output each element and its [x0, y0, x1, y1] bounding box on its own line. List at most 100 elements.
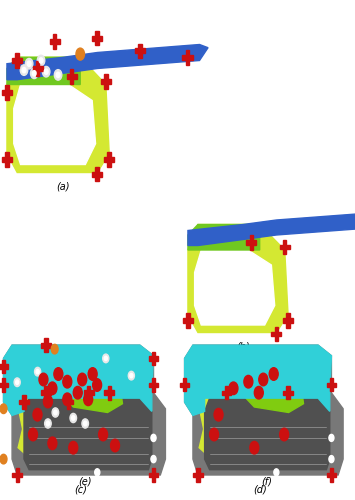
- Circle shape: [15, 129, 27, 146]
- Bar: [53, 34, 56, 48]
- Bar: [330, 378, 333, 392]
- Bar: [12, 58, 22, 63]
- Bar: [67, 74, 77, 79]
- Circle shape: [52, 408, 59, 417]
- Circle shape: [110, 439, 120, 452]
- Bar: [104, 157, 114, 162]
- Bar: [101, 79, 111, 84]
- Text: (c): (c): [74, 484, 87, 494]
- Circle shape: [214, 408, 223, 421]
- Circle shape: [128, 372, 135, 380]
- Circle shape: [20, 65, 28, 76]
- Circle shape: [78, 373, 87, 386]
- Circle shape: [229, 382, 238, 394]
- Circle shape: [72, 416, 75, 420]
- Bar: [84, 390, 93, 395]
- Circle shape: [51, 344, 58, 354]
- Bar: [104, 390, 114, 395]
- Bar: [92, 36, 102, 41]
- Circle shape: [280, 428, 289, 441]
- Circle shape: [54, 410, 57, 415]
- Polygon shape: [185, 345, 332, 416]
- Bar: [44, 338, 48, 352]
- Circle shape: [39, 373, 48, 386]
- Circle shape: [33, 408, 42, 421]
- Bar: [15, 54, 19, 68]
- Bar: [0, 364, 8, 368]
- Bar: [283, 318, 293, 323]
- Circle shape: [34, 368, 41, 376]
- Circle shape: [42, 66, 50, 77]
- Bar: [42, 343, 51, 347]
- Circle shape: [69, 442, 78, 454]
- Bar: [149, 356, 158, 361]
- Polygon shape: [244, 360, 304, 412]
- Bar: [152, 468, 155, 481]
- Bar: [149, 472, 158, 478]
- Circle shape: [88, 368, 97, 380]
- Circle shape: [0, 404, 7, 413]
- Circle shape: [259, 373, 268, 386]
- Circle shape: [54, 368, 63, 380]
- Circle shape: [84, 393, 93, 406]
- Circle shape: [56, 72, 60, 78]
- Bar: [327, 472, 336, 478]
- Text: (e): (e): [78, 476, 92, 486]
- Bar: [95, 167, 99, 182]
- Circle shape: [45, 419, 51, 428]
- Bar: [271, 332, 282, 336]
- Bar: [275, 327, 278, 341]
- Circle shape: [151, 434, 156, 442]
- Circle shape: [0, 454, 7, 464]
- Bar: [327, 382, 336, 387]
- Polygon shape: [4, 345, 153, 416]
- Polygon shape: [188, 224, 288, 332]
- Bar: [50, 39, 60, 44]
- Circle shape: [48, 437, 57, 450]
- Circle shape: [36, 370, 39, 374]
- Circle shape: [269, 368, 278, 380]
- Bar: [196, 468, 200, 481]
- Circle shape: [22, 68, 26, 72]
- Circle shape: [212, 280, 218, 288]
- Bar: [330, 468, 333, 481]
- Bar: [286, 314, 290, 328]
- Circle shape: [63, 393, 72, 406]
- Polygon shape: [185, 345, 343, 475]
- Bar: [5, 152, 9, 167]
- Bar: [246, 240, 256, 245]
- Circle shape: [63, 376, 72, 388]
- Circle shape: [196, 292, 207, 308]
- Bar: [2, 90, 12, 95]
- Bar: [5, 86, 9, 100]
- Bar: [186, 314, 190, 328]
- Bar: [44, 386, 48, 400]
- Text: (d): (d): [253, 484, 267, 494]
- Polygon shape: [7, 44, 208, 80]
- Bar: [33, 66, 43, 71]
- Circle shape: [16, 380, 19, 384]
- Bar: [70, 70, 73, 84]
- Circle shape: [329, 434, 334, 442]
- Polygon shape: [63, 360, 122, 412]
- Circle shape: [37, 55, 45, 66]
- Bar: [104, 74, 108, 88]
- Circle shape: [99, 428, 108, 441]
- Bar: [222, 390, 231, 395]
- Circle shape: [32, 70, 36, 76]
- Circle shape: [257, 298, 263, 306]
- Bar: [135, 48, 145, 54]
- Circle shape: [240, 286, 246, 294]
- Polygon shape: [24, 398, 152, 469]
- Circle shape: [151, 456, 156, 462]
- Bar: [67, 396, 70, 409]
- Circle shape: [14, 378, 20, 386]
- Bar: [36, 62, 39, 76]
- Bar: [138, 44, 142, 58]
- Bar: [283, 390, 293, 395]
- Circle shape: [25, 58, 33, 69]
- Polygon shape: [7, 58, 109, 172]
- Circle shape: [95, 469, 100, 476]
- Polygon shape: [14, 84, 95, 164]
- Bar: [12, 472, 22, 478]
